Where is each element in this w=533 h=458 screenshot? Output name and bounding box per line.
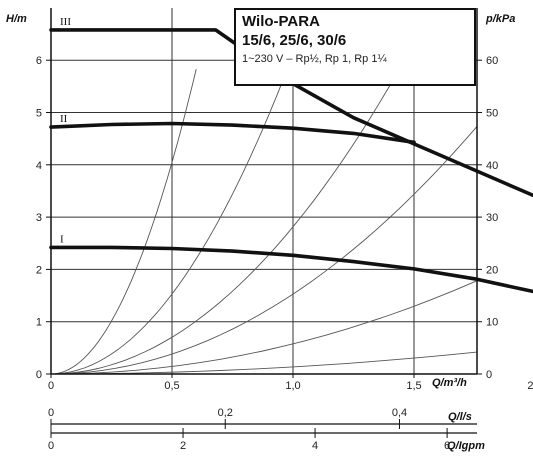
y-right-tick-label-4: 40 bbox=[486, 160, 498, 172]
x-tick-label-1: 0,5 bbox=[164, 380, 179, 392]
y-right-axis-label: p/kPa bbox=[485, 13, 515, 25]
system-curves bbox=[51, 8, 477, 374]
y-right-tick-label-2: 20 bbox=[486, 264, 498, 276]
pump-curve-I bbox=[49, 245, 533, 294]
y-left-tick-label-1: 1 bbox=[36, 317, 42, 329]
y-right-tick-label-5: 50 bbox=[486, 108, 498, 120]
y-left-tick-label-0: 0 bbox=[36, 369, 42, 381]
y-left-tick-label-2: 2 bbox=[36, 264, 42, 276]
system-curve-1 bbox=[51, 68, 197, 374]
pump-curve-label-II: II bbox=[60, 113, 68, 125]
x-lps-tick-label-0: 0 bbox=[48, 407, 54, 419]
x-lps-tick-label-1: 0,2 bbox=[218, 407, 233, 419]
x-igpm-tick-label-2: 4 bbox=[312, 440, 318, 452]
pump-curve-label-I: I bbox=[60, 233, 64, 245]
x-tick-label-2: 1,0 bbox=[285, 380, 300, 392]
axes: 0123456010203040506000,51,01,52,02,53,00… bbox=[36, 8, 533, 452]
system-curve-3 bbox=[51, 20, 427, 374]
pump-curve-label-III: III bbox=[60, 16, 71, 28]
chart-title-box: Wilo-PARA 15/6, 25/6, 30/6 1~230 V – Rp½… bbox=[234, 8, 476, 86]
system-curve-5 bbox=[51, 280, 477, 374]
y-left-axis-label: H/m bbox=[6, 13, 27, 25]
x-tick-label-4: 2,0 bbox=[527, 380, 533, 392]
y-left-tick-label-3: 3 bbox=[36, 212, 42, 224]
pump-curve-II bbox=[49, 121, 416, 145]
x-axis-igpm-label: Q/Igpm bbox=[447, 440, 485, 452]
y-right-tick-label-6: 60 bbox=[486, 55, 498, 67]
x-igpm-tick-label-0: 0 bbox=[48, 440, 54, 452]
chart-title: Wilo-PARA bbox=[242, 13, 320, 30]
chart-subtitle: 15/6, 25/6, 30/6 bbox=[242, 32, 347, 49]
x-lps-tick-label-2: 0,4 bbox=[392, 407, 407, 419]
y-left-tick-label-4: 4 bbox=[36, 160, 42, 172]
chart-spec: 1~230 V – Rp½, Rp 1, Rp 1¼ bbox=[242, 53, 387, 65]
y-right-tick-label-0: 0 bbox=[486, 369, 492, 381]
system-curve-6 bbox=[51, 351, 477, 374]
y-left-tick-label-5: 5 bbox=[36, 108, 42, 120]
y-right-tick-label-3: 30 bbox=[486, 212, 498, 224]
x-axis-m3h-label: Q/m³/h bbox=[432, 377, 467, 389]
y-left-tick-label-6: 6 bbox=[36, 55, 42, 67]
x-igpm-tick-label-1: 2 bbox=[180, 440, 186, 452]
system-curve-2 bbox=[51, 8, 311, 374]
y-right-tick-label-1: 10 bbox=[486, 317, 498, 329]
x-axis-lps-label: Q/l/s bbox=[448, 411, 472, 423]
x-tick-label-3: 1,5 bbox=[406, 380, 421, 392]
system-curve-4 bbox=[51, 125, 477, 374]
x-tick-label-0: 0 bbox=[48, 380, 54, 392]
x-igpm-tick-label-3: 6 bbox=[444, 440, 450, 452]
